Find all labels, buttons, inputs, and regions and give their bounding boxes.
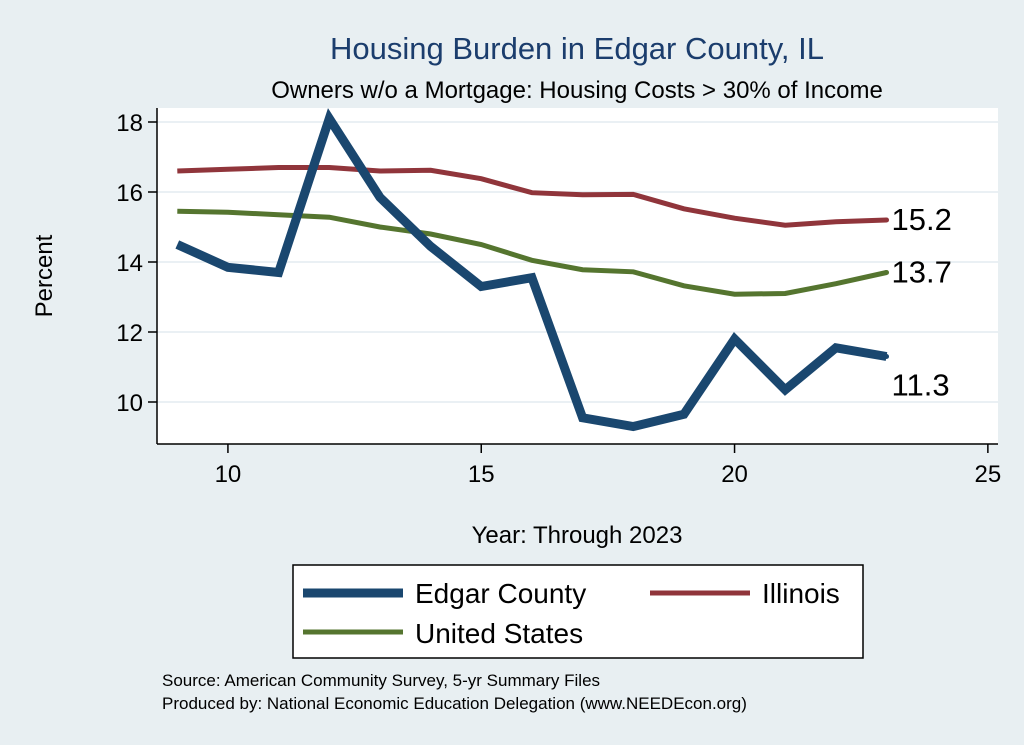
series-line-edgar-county xyxy=(175,108,888,432)
legend-box xyxy=(292,564,864,659)
y-tick-label: 18 xyxy=(116,110,143,137)
legend: Edgar County Illinois United States xyxy=(292,564,864,659)
plot-area xyxy=(157,108,998,444)
series-line-illinois xyxy=(177,165,887,228)
source-note: Source: American Community Survey, 5-yr … xyxy=(162,671,600,690)
legend-label-united-states: United States xyxy=(415,618,583,649)
end-point-illinois xyxy=(884,217,890,223)
x-tick-label: 20 xyxy=(721,461,748,488)
y-tick-label: 16 xyxy=(116,180,143,207)
end-label-illinois: 15.2 xyxy=(892,202,952,237)
chart-subtitle: Owners w/o a Mortgage: Housing Costs > 3… xyxy=(271,77,883,104)
series-lines xyxy=(175,108,890,432)
end-label-edgar-county: 11.3 xyxy=(892,368,950,403)
y-ticks: 10 12 14 16 18 xyxy=(116,110,157,417)
end-point-edgar-county xyxy=(884,354,890,359)
legend-label-illinois: Illinois xyxy=(762,578,840,609)
y-tick-label: 14 xyxy=(116,250,143,277)
x-tick-label: 25 xyxy=(975,461,1002,488)
end-point-united-states xyxy=(884,270,890,275)
y-tick-label: 12 xyxy=(116,320,143,347)
legend-label-edgar-county: Edgar County xyxy=(415,578,586,609)
x-tick-label: 10 xyxy=(215,461,242,488)
end-labels: 13.7 15.2 11.3 xyxy=(892,202,952,403)
y-axis-label: Percent xyxy=(31,234,58,317)
x-ticks: 10 15 20 25 xyxy=(215,444,1002,488)
producer-note: Produced by: National Economic Education… xyxy=(162,694,747,713)
end-label-united-states: 13.7 xyxy=(892,255,952,290)
x-axis-label: Year: Through 2023 xyxy=(472,522,683,549)
chart-title: Housing Burden in Edgar County, IL xyxy=(330,31,824,66)
grid-lines xyxy=(157,121,998,403)
x-tick-label: 15 xyxy=(468,461,495,488)
y-tick-label: 10 xyxy=(116,390,143,417)
